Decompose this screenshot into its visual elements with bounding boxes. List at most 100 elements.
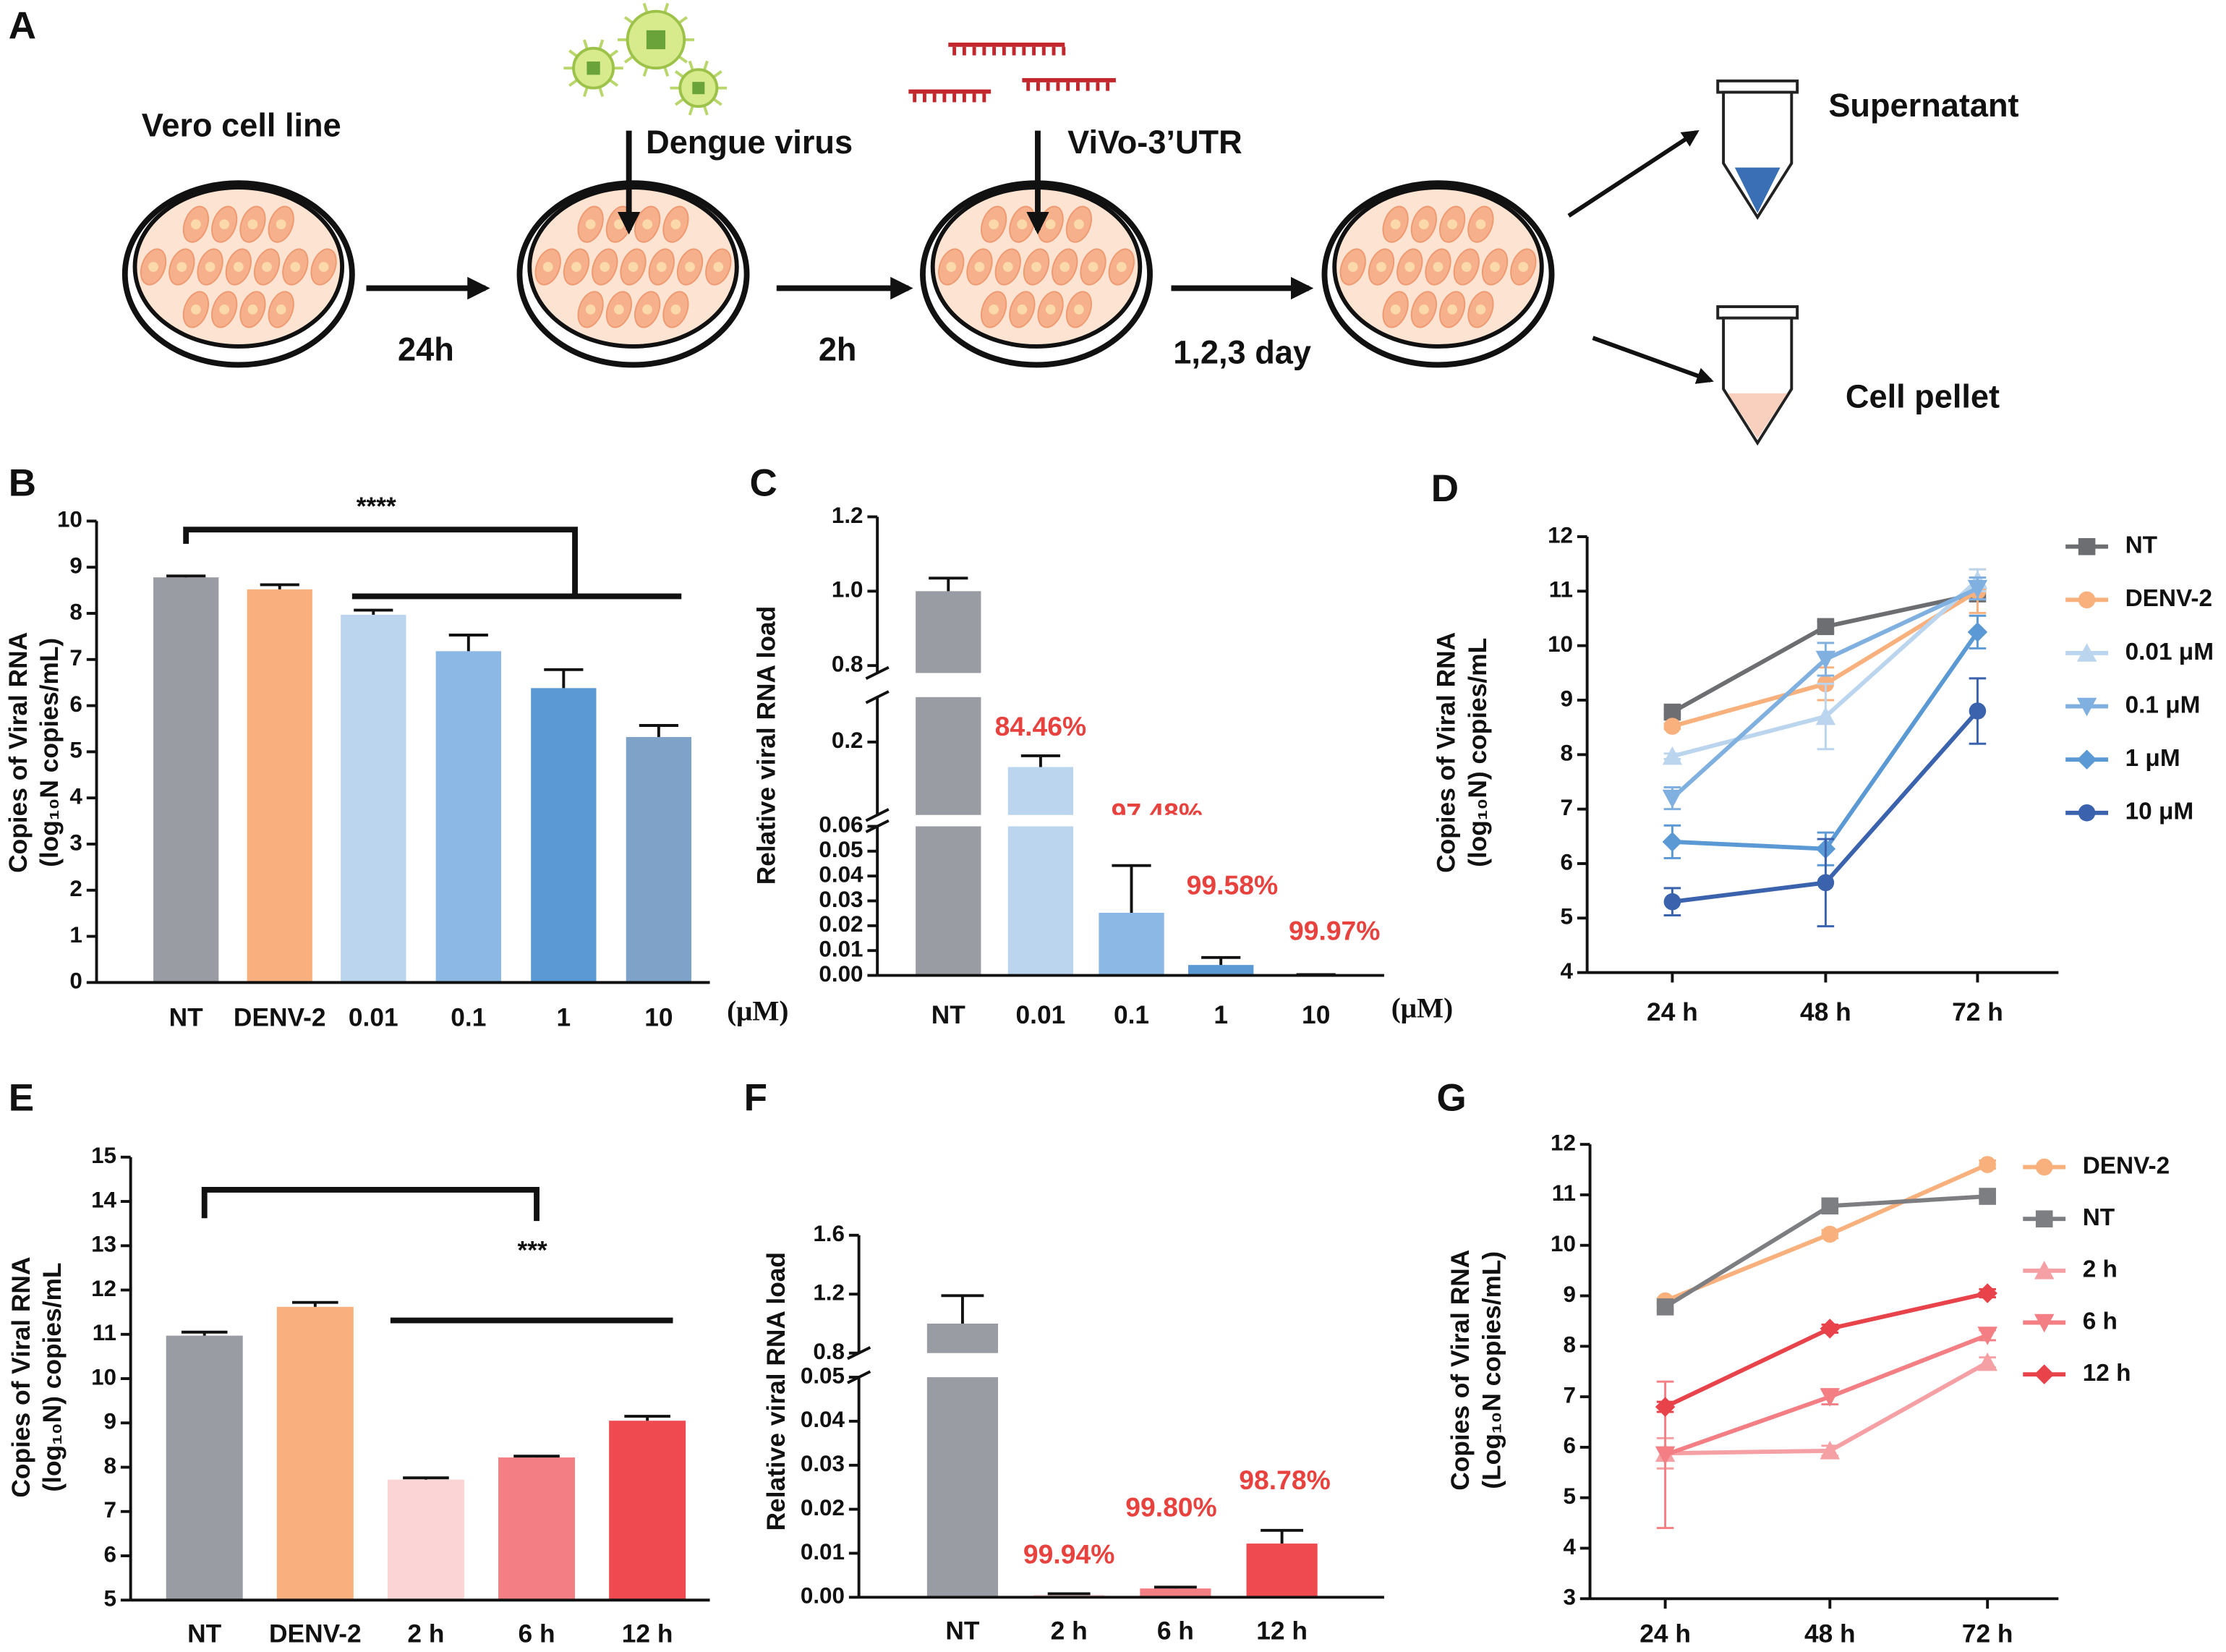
rna-base [1086, 82, 1090, 91]
nucleus [946, 262, 957, 272]
rna-base [952, 93, 957, 103]
time-label: 1,2,3 day [1173, 334, 1311, 371]
bar [1007, 767, 1074, 976]
bar [1246, 1544, 1318, 1598]
y-tick-label: 14 [91, 1187, 116, 1212]
nucleus [1017, 219, 1028, 230]
rna-base [962, 93, 966, 103]
nucleus [219, 219, 230, 230]
nucleus [989, 305, 999, 315]
y-tick-label: 0.06 [819, 812, 863, 838]
bar [247, 589, 312, 983]
x-tick-label: 1 [1214, 1001, 1228, 1029]
axis-break-gap [842, 1353, 1387, 1378]
y-tick-label: 12 [1548, 522, 1573, 548]
y-axis-label: Copies of Viral RNA [7, 1257, 35, 1498]
y-tick-label: 5 [1561, 904, 1573, 929]
panel-label: G [1437, 1076, 1467, 1119]
rna-base [932, 93, 937, 103]
y-tick-label: 4 [1563, 1534, 1576, 1559]
rna-base [1032, 46, 1036, 56]
marker [1663, 718, 1681, 735]
dish-rim [516, 180, 750, 368]
nucleus [1002, 262, 1013, 272]
x-tick-label: 0.01 [1016, 1001, 1066, 1029]
marker [1655, 1397, 1676, 1417]
x-tick-label: 6 h [519, 1620, 555, 1648]
x-tick-label: 0.1 [451, 1004, 486, 1032]
time-label: 24h [398, 331, 454, 368]
rna-base [1022, 46, 1026, 56]
rna-base [972, 46, 976, 56]
nucleus [1376, 262, 1386, 272]
nucleus [1088, 262, 1099, 272]
tube-cap [1716, 305, 1799, 320]
y-tick-label: 1.6 [813, 1221, 845, 1246]
y-axis-label: (log₁₀N) copies/mL [1464, 638, 1492, 867]
x-tick-label: 12 h [1256, 1617, 1308, 1645]
marker [1821, 1225, 1839, 1243]
x-tick-label: 24 h [1647, 998, 1698, 1026]
annotation: 99.80% [1125, 1491, 1216, 1522]
y-tick-label: 12 [91, 1276, 116, 1301]
nucleus [262, 262, 272, 272]
nucleus [974, 262, 985, 272]
y-tick-label: 0.8 [813, 1339, 845, 1364]
annotation: 98.78% [1239, 1465, 1330, 1495]
legend-label: 2 h [2083, 1256, 2118, 1283]
y-tick-label: 3 [69, 830, 82, 855]
rna-base [1041, 46, 1046, 56]
legend-marker [2076, 643, 2097, 662]
bar [166, 1335, 243, 1601]
rna-base [1002, 46, 1006, 56]
marker [1663, 893, 1681, 911]
x-tick-label: 6 h [1157, 1617, 1194, 1645]
arrow [1592, 336, 1714, 384]
y-tick-label: 0.05 [819, 837, 863, 862]
nucleus [1045, 219, 1056, 230]
x-tick-label: 10 [1302, 1001, 1330, 1029]
panel-label: E [9, 1076, 34, 1119]
y-tick-label: 1.2 [813, 1280, 845, 1306]
marker [1820, 1388, 1841, 1407]
x-tick-label: NT [187, 1620, 222, 1648]
nucleus [713, 262, 724, 272]
y-tick-label: 0.2 [832, 728, 863, 753]
nucleus [1447, 219, 1458, 230]
rna-base [922, 93, 926, 103]
nucleus [276, 219, 286, 230]
nucleus [1347, 262, 1358, 272]
legend-marker [2034, 1313, 2055, 1333]
y-tick-label: 4 [69, 783, 82, 809]
virus-core [646, 30, 666, 50]
panel-label: C [749, 461, 777, 504]
panel-label: D [1431, 467, 1459, 510]
y-tick-label: 10 [91, 1364, 116, 1389]
significance-bracket [201, 1187, 540, 1222]
step-label: Vero cell line [142, 107, 341, 144]
legend-marker [2076, 697, 2097, 717]
dish-rim [1321, 180, 1555, 368]
bar [1140, 1588, 1211, 1598]
y-tick-label: 15 [91, 1143, 116, 1168]
nucleus [1017, 305, 1028, 315]
tube [1722, 90, 1794, 221]
marker [1817, 618, 1835, 636]
y-tick-label: 1.0 [832, 577, 863, 603]
y-tick-label: 0.00 [801, 1583, 845, 1609]
rna-base [982, 93, 986, 103]
y-tick-label: 11 [93, 1320, 116, 1345]
marker [1821, 1197, 1839, 1215]
nucleus [148, 262, 158, 272]
bar [498, 1457, 576, 1601]
legend-label: 0.1 μM [2125, 691, 2201, 718]
y-tick-label: 10 [1551, 1231, 1576, 1256]
nucleus [1475, 219, 1486, 230]
x-tick-label: 10 [644, 1004, 673, 1032]
x-unit: (μM) [1391, 993, 1453, 1024]
x-tick-label: DENV-2 [269, 1620, 362, 1648]
axis-break [865, 690, 890, 704]
bar [435, 651, 501, 983]
